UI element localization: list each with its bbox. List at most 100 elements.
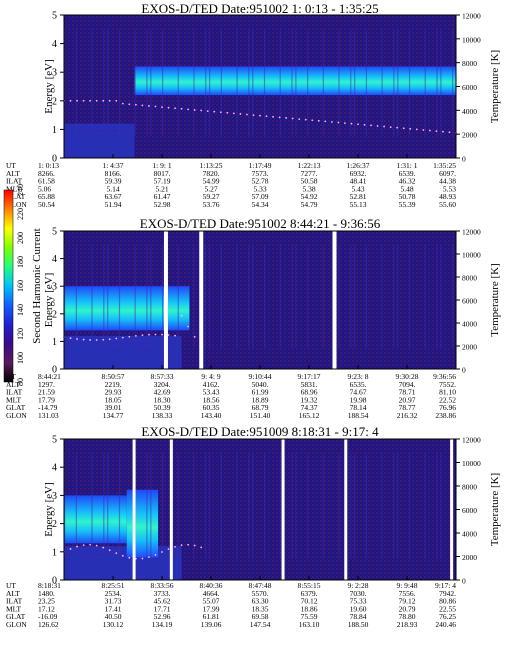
data-gap: [332, 231, 337, 369]
orbit-value: 8166.: [105, 169, 122, 178]
temperature-point: [115, 99, 118, 102]
temperature-point: [259, 114, 261, 117]
orbit-row-label: ILAT: [6, 388, 23, 397]
temperature-point: [69, 337, 72, 340]
temperature-point: [383, 125, 386, 128]
temperature-point: [200, 109, 203, 112]
spectrogram-low-energy: [64, 546, 182, 580]
temperature-trace: [63, 543, 203, 560]
y-tick-label: 1: [52, 125, 57, 136]
temperature-point: [82, 99, 85, 102]
orbit-value: 9:30:28: [396, 372, 419, 381]
temperature-point: [161, 551, 163, 553]
temperature-trace: [63, 99, 457, 134]
temperature-point: [141, 557, 144, 560]
orbit-value: 52.96: [154, 612, 171, 621]
spectrogram-band: [126, 489, 159, 558]
temperature-point: [134, 334, 137, 337]
temperature-point: [69, 99, 72, 102]
orbit-value: 134.77: [103, 411, 124, 420]
spectrogram-striation: [209, 453, 211, 559]
spectrogram-striation: [193, 453, 195, 559]
spectrogram-striation: [64, 244, 66, 349]
temperature-point: [193, 335, 196, 338]
spectrogram-striation: [134, 29, 136, 137]
orbit-value: 4162.: [203, 380, 220, 389]
temperature-point: [102, 99, 105, 102]
orbit-value: 76.25: [439, 612, 456, 621]
orbit-value: 2219.: [105, 380, 122, 389]
spectrogram-striation: [236, 29, 238, 137]
orbit-value: 61.47: [154, 192, 171, 201]
orbit-value: 5.21: [155, 184, 168, 193]
orbit-value: 1: 0:13: [38, 161, 59, 170]
orbit-value: 55.39: [399, 200, 416, 209]
orbit-value: 6535.: [350, 380, 367, 389]
orbit-value: 165.12: [299, 411, 320, 420]
orbit-value: 54.79: [301, 200, 318, 209]
y2-tick-label: 8000: [462, 59, 477, 68]
orbit-value: 9: 4: 9: [201, 372, 220, 381]
y-axis-label: Energy [eV]: [43, 273, 55, 327]
orbit-value: 130.12: [103, 620, 124, 629]
temperature-point: [409, 127, 412, 130]
spectrogram-striation: [146, 29, 148, 137]
spectrogram-striation: [295, 244, 297, 349]
orbit-value: 40.50: [105, 612, 122, 621]
y2-axis-label: Temperature [K]: [489, 263, 501, 336]
orbit-value: 68.79: [252, 403, 269, 412]
orbit-row-label: ALT: [6, 589, 20, 598]
temperature-point: [154, 553, 157, 556]
spectrogram-striation: [322, 244, 324, 349]
spectrogram-striation: [365, 244, 368, 349]
temperature-point: [121, 554, 124, 557]
temperature-point: [213, 110, 216, 113]
spectrogram-striation: [150, 244, 152, 349]
orbit-value: 18.89: [252, 395, 269, 404]
orbit-value: 59.27: [203, 192, 220, 201]
spectrogram-striation: [436, 29, 438, 137]
y-tick-label: 3: [52, 68, 57, 79]
spectrogram-striation: [107, 244, 109, 349]
spectrogram-striation: [436, 244, 438, 349]
orbit-value: 151.40: [250, 411, 271, 420]
y-tick-label: 1: [52, 547, 57, 558]
temperature-point: [141, 104, 144, 107]
data-gap: [163, 231, 168, 369]
orbit-value: 9:17: 4: [435, 581, 456, 590]
orbit-value: 9:17:17: [298, 372, 321, 381]
orbit-value: 78.77: [399, 403, 416, 412]
spectrogram-striation: [397, 453, 399, 559]
temperature-point: [193, 109, 196, 111]
y2-tick-label: 6000: [462, 83, 477, 92]
orbit-value: 48.93: [439, 192, 456, 201]
temperature-point: [252, 114, 255, 116]
spectrogram-striation: [263, 244, 266, 349]
spectrogram-striation: [150, 29, 152, 137]
temperature-point: [396, 126, 399, 129]
temperature-point: [376, 125, 379, 127]
orbit-value: 3204.: [154, 380, 171, 389]
orbit-value: 6379.: [301, 589, 318, 598]
orbit-row-label: UT: [6, 161, 16, 170]
spectrogram-striation: [209, 244, 211, 349]
spectrogram-striation: [350, 453, 352, 559]
temperature-point: [108, 99, 111, 102]
orbit-value: 5831.: [301, 380, 318, 389]
orbit-value: 240.46: [435, 620, 456, 629]
orbit-value: 7094.: [399, 380, 416, 389]
temperature-point: [89, 543, 92, 546]
orbit-value: 57.09: [252, 192, 269, 201]
y-axis-label: Energy [eV]: [43, 482, 55, 536]
temperature-point: [187, 325, 190, 328]
orbit-value: 17.79: [38, 395, 55, 404]
spectrogram-striation: [381, 29, 383, 137]
orbit-value: 52.78: [252, 177, 269, 186]
spectrogram-striation: [193, 29, 195, 137]
spectrogram-striation: [205, 29, 207, 137]
orbit-value: 80.86: [439, 597, 456, 606]
orbit-value: 78.71: [399, 388, 416, 397]
spectrogram-striation: [252, 453, 254, 559]
orbit-value: 50.58: [301, 177, 318, 186]
spectrogram-striation: [162, 244, 164, 349]
